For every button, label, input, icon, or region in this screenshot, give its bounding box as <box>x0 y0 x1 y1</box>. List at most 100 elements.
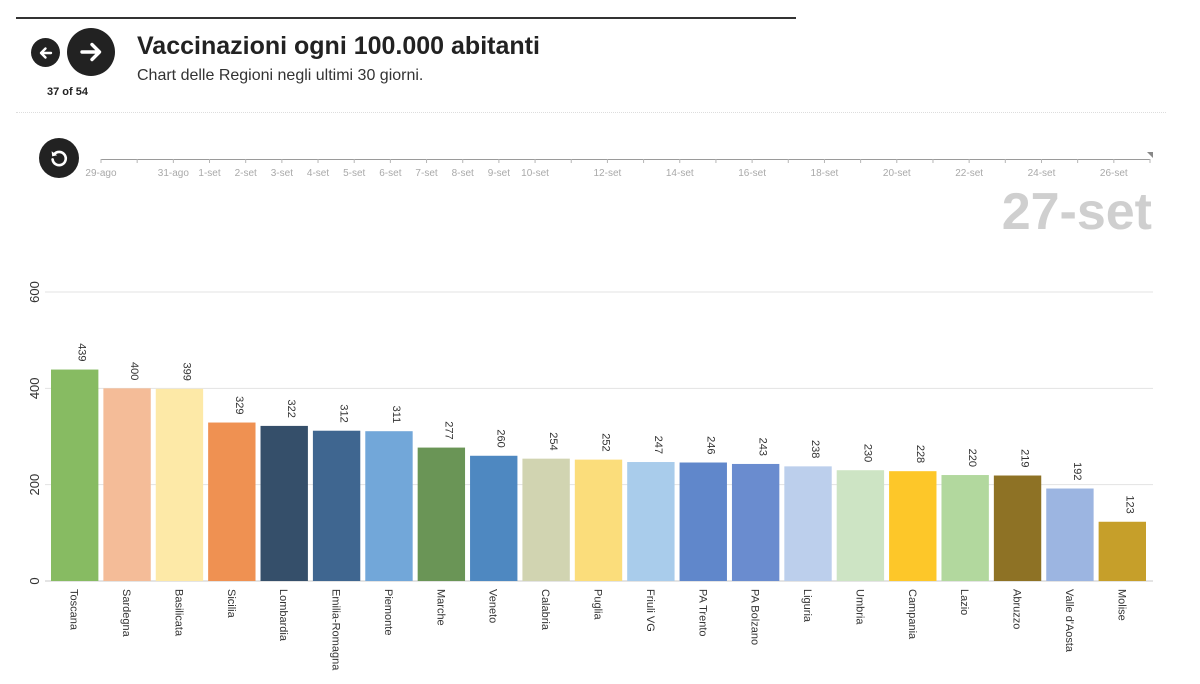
bar <box>941 475 989 581</box>
value-label: 312 <box>338 404 350 422</box>
bar <box>103 388 151 581</box>
bar <box>522 458 570 581</box>
timeline-label: 14-set <box>666 168 694 179</box>
timeline-slider[interactable]: 29-ago 31-ago 1-set 2-set 3-set 4-set 5-set 6-s… <box>0 150 1200 190</box>
timeline-label: 2-set <box>235 168 257 179</box>
category-label: Lombardia <box>277 589 289 642</box>
value-label: 252 <box>600 433 612 451</box>
value-label: 192 <box>1071 462 1083 480</box>
timeline-label: 29-ago <box>85 168 117 179</box>
y-tick-label: 600 <box>27 281 42 303</box>
timeline-label: 7-set <box>415 168 437 179</box>
replay-button[interactable] <box>39 138 79 178</box>
timeline-label: 3-set <box>271 168 293 179</box>
timeline-label: 24-set <box>1028 168 1056 179</box>
value-label: 247 <box>652 436 664 454</box>
category-label: Lazio <box>958 589 970 615</box>
category-label: Liguria <box>801 589 813 623</box>
value-label: 399 <box>180 362 192 380</box>
category-label: Valle d'Aosta <box>1063 589 1075 653</box>
category-label: Marche <box>434 589 446 626</box>
category-label: Molise <box>1115 589 1127 621</box>
category-label: Piemonte <box>382 589 394 635</box>
value-label: 254 <box>547 432 559 450</box>
category-label: Veneto <box>487 589 499 623</box>
category-label: Abruzzo <box>1011 589 1023 629</box>
bar <box>836 470 885 581</box>
current-date-label: 27-set <box>1001 183 1152 241</box>
bar <box>155 388 204 581</box>
page-title: Vaccinazioni ogni 100.000 abitanti <box>137 32 540 60</box>
bar <box>470 455 518 581</box>
timeline-handle[interactable] <box>1147 152 1153 158</box>
bar <box>417 447 466 581</box>
timeline-label: 10-set <box>521 168 549 179</box>
category-label: Sardegna <box>120 589 132 638</box>
timeline-label: 4-set <box>307 168 329 179</box>
bar <box>574 459 623 581</box>
value-label: 219 <box>1019 449 1031 467</box>
next-slide-button[interactable] <box>67 28 115 76</box>
timeline-label: 22-set <box>955 168 983 179</box>
page-subtitle: Chart delle Regioni negli ultimi 30 gior… <box>137 67 424 84</box>
category-label: Campania <box>906 589 918 640</box>
value-label: 246 <box>704 436 716 454</box>
bar <box>784 466 832 581</box>
timeline-label: 1-set <box>198 168 220 179</box>
bar <box>312 430 361 581</box>
bar <box>1098 521 1146 581</box>
value-label: 400 <box>128 362 140 380</box>
category-label: Sicilia <box>225 589 237 619</box>
bar <box>679 462 727 581</box>
category-label: Emilia-Romagna <box>330 589 342 671</box>
value-label: 260 <box>495 429 507 447</box>
category-label: Umbria <box>853 589 865 625</box>
value-label: 439 <box>76 343 88 361</box>
timeline-label: 9-set <box>488 168 510 179</box>
bar <box>627 462 675 581</box>
value-label: 329 <box>233 396 245 414</box>
slide-counter: 37 of 54 <box>47 86 88 98</box>
value-label: 230 <box>861 444 873 462</box>
timeline-label: 5-set <box>343 168 365 179</box>
category-label: PA Trento <box>696 589 708 637</box>
bar <box>51 369 99 581</box>
timeline-label: 16-set <box>738 168 766 179</box>
category-label: Puglia <box>592 589 604 620</box>
value-label: 228 <box>914 445 926 463</box>
value-label: 277 <box>442 421 454 439</box>
category-label: Toscana <box>68 589 80 631</box>
value-label: 322 <box>285 400 297 418</box>
value-label: 123 <box>1123 495 1135 513</box>
bar <box>731 463 780 581</box>
header-divider <box>16 112 1166 113</box>
bar <box>889 471 937 581</box>
bar <box>208 422 256 581</box>
previous-slide-button[interactable] <box>31 38 60 67</box>
value-label: 220 <box>966 449 978 467</box>
y-tick-label: 0 <box>27 577 42 584</box>
timeline-label: 18-set <box>811 168 839 179</box>
arrow-right-icon <box>80 42 102 62</box>
replay-icon <box>51 150 67 167</box>
category-label: PA Bolzano <box>749 589 761 645</box>
timeline-label: 31-ago <box>158 168 190 179</box>
timeline-label: 6-set <box>379 168 401 179</box>
bar <box>993 475 1042 581</box>
timeline-label: 26-set <box>1100 168 1128 179</box>
value-label: 238 <box>809 440 821 458</box>
bar <box>260 425 308 581</box>
category-label: Friuli VG <box>644 589 656 632</box>
value-label: 311 <box>390 406 402 424</box>
bar <box>365 431 413 581</box>
y-tick-label: 400 <box>27 377 42 399</box>
category-label: Calabria <box>539 589 551 631</box>
arrow-left-icon <box>39 46 52 59</box>
value-label: 243 <box>757 438 769 456</box>
bar <box>1046 488 1094 581</box>
timeline-label: 20-set <box>883 168 911 179</box>
category-label: Basilicata <box>172 589 184 637</box>
timeline-label: 8-set <box>452 168 474 179</box>
timeline-label: 12-set <box>594 168 622 179</box>
